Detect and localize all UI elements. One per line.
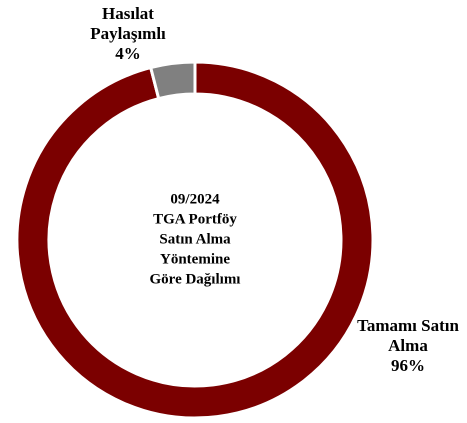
slice-label: Tamamı Satın Alma 96% [350,316,466,376]
center-title: Yöntemine [160,251,230,267]
category-name: Tamamı Satın Alma [357,316,459,355]
percent-label: 96% [391,356,425,375]
percent-label: 4% [115,44,141,63]
center-title: TGA Portföy [153,211,237,227]
center-title: Satın Alma [159,231,231,247]
center-title: 09/2024 [170,191,220,207]
category-name: Hasılat Paylaşımlı [90,4,166,43]
donut-slice [15,60,375,420]
center-title: Göre Dağılımı [150,271,241,287]
donut-slice [148,60,197,101]
slice-label: Hasılat Paylaşımlı 4% [68,4,188,64]
